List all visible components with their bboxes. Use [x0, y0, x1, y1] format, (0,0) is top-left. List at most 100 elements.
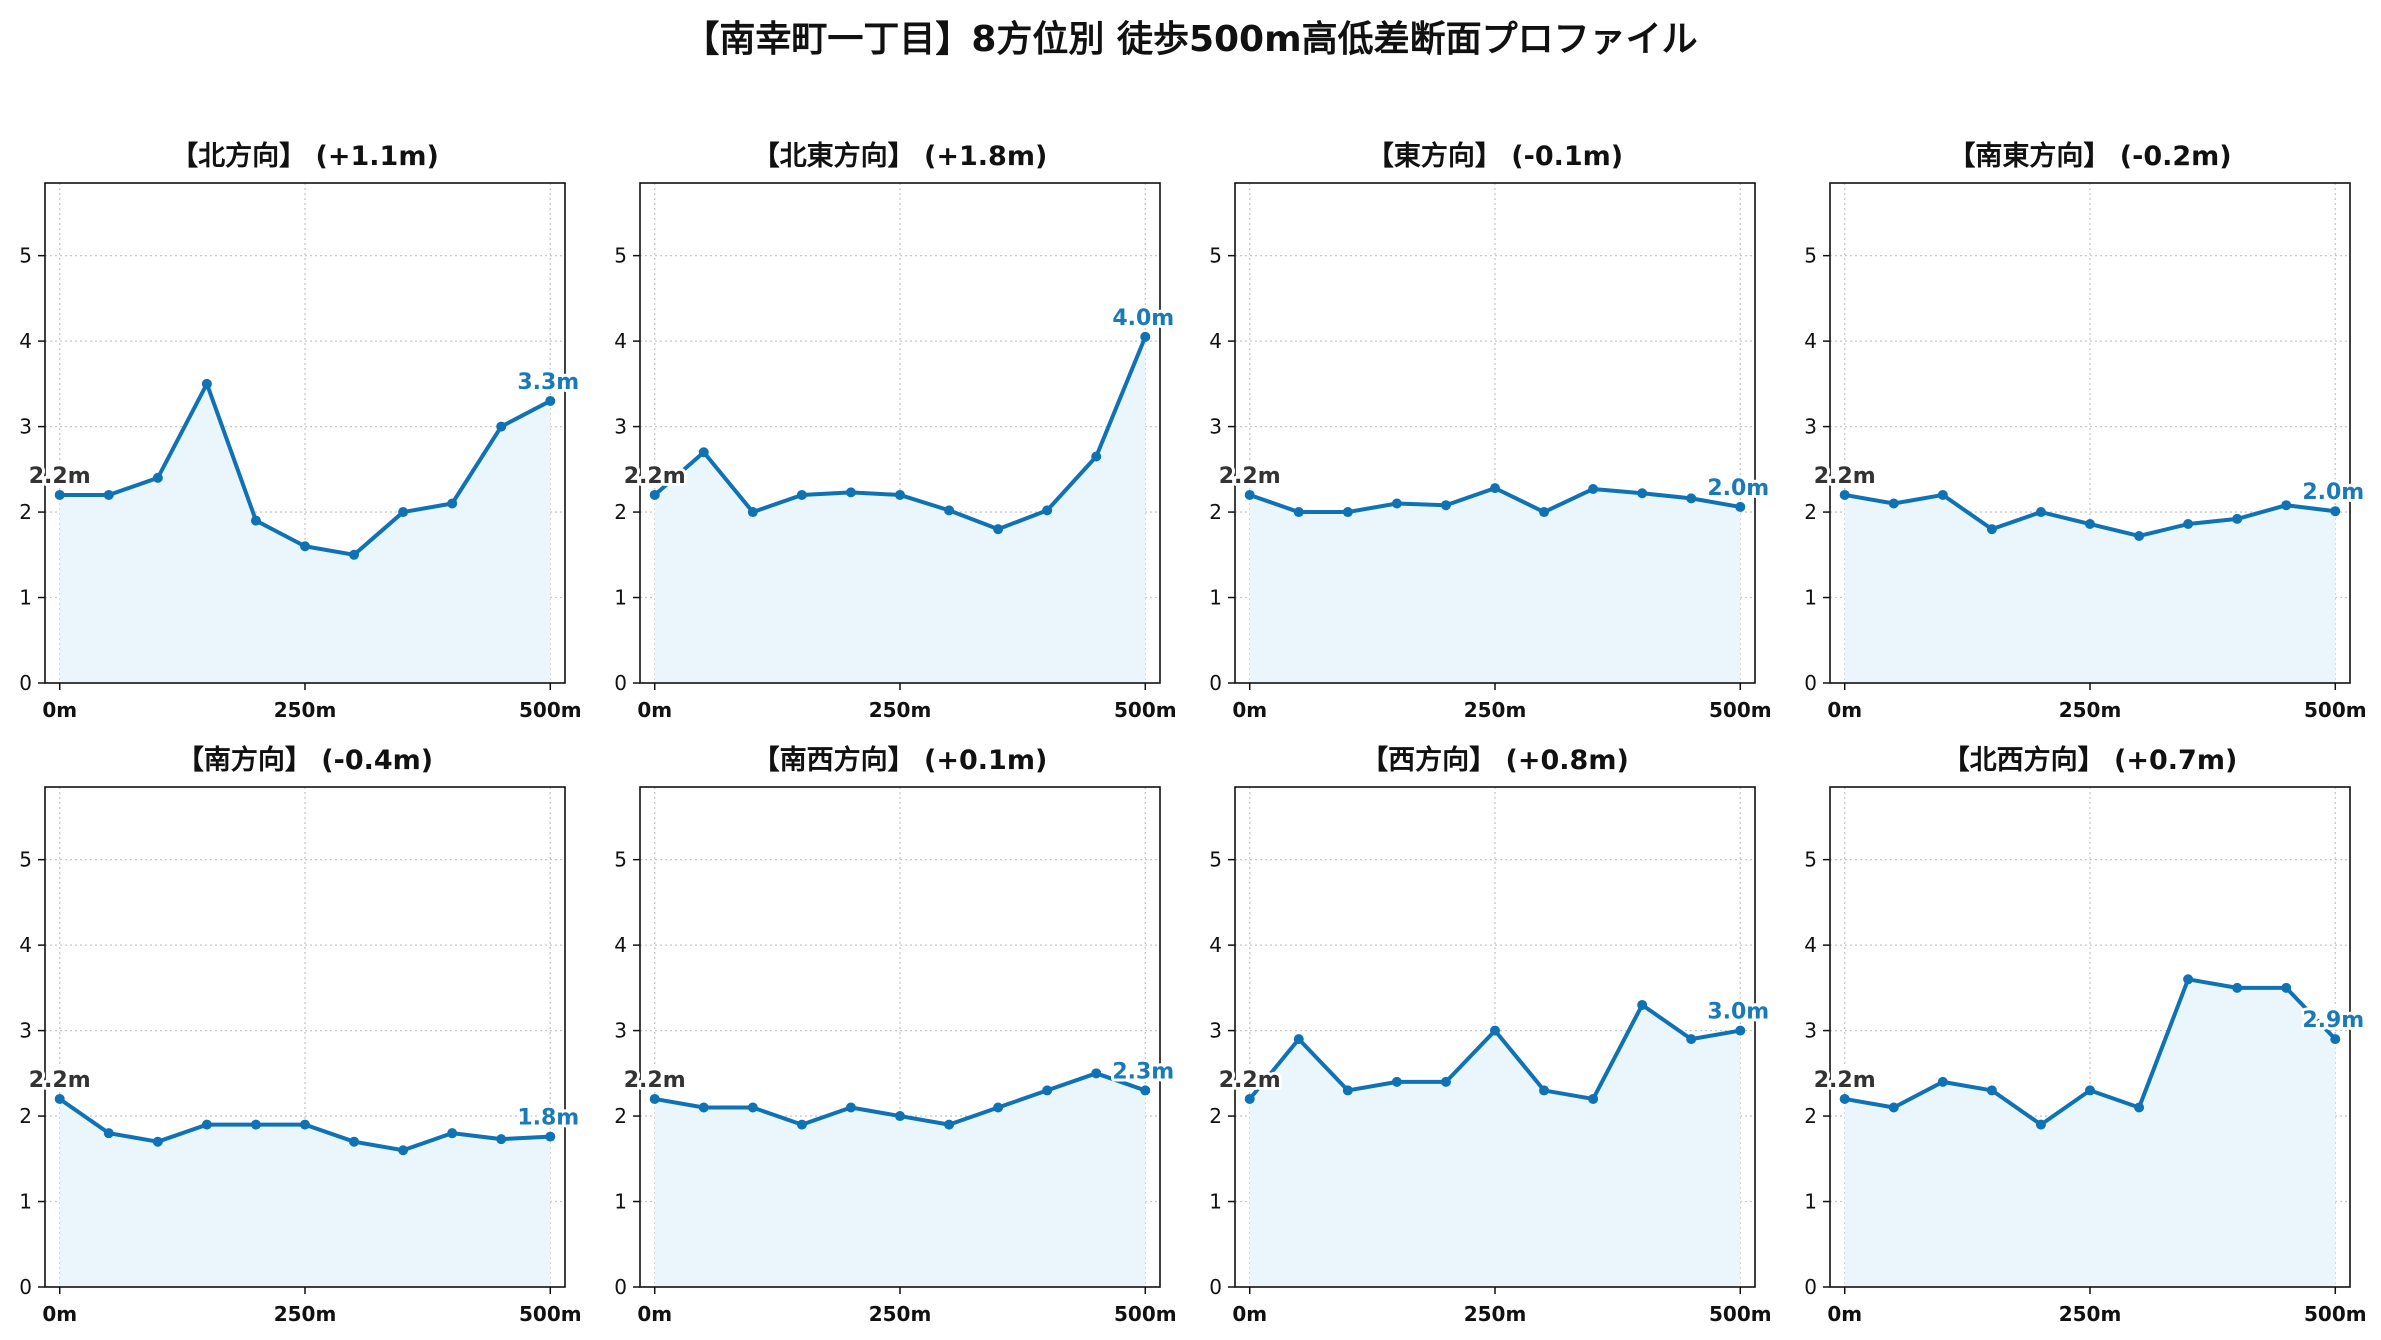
x-tick-label: 0m — [1827, 1302, 1862, 1326]
data-point — [1735, 501, 1746, 512]
data-point — [250, 1119, 261, 1130]
profile-area — [59, 1098, 551, 1287]
data-point — [398, 507, 409, 518]
data-point — [1888, 1102, 1899, 1113]
data-point — [1293, 507, 1304, 518]
start-value-label: 2.2m — [1219, 464, 1281, 489]
data-point — [2183, 519, 2194, 530]
y-tick-label: 1 — [19, 586, 32, 610]
x-tick-label: 0m — [42, 698, 77, 722]
data-point — [2085, 1085, 2095, 1096]
y-tick-label: 3 — [19, 1019, 32, 1043]
profile-area — [59, 383, 551, 683]
y-tick-label: 3 — [614, 1019, 627, 1043]
data-point — [1937, 489, 1948, 500]
data-point — [1986, 524, 1997, 535]
data-point — [201, 378, 212, 389]
panel-title: 【南方向】 (-0.4m) — [177, 744, 433, 776]
data-point — [545, 395, 556, 406]
data-point — [1735, 1025, 1746, 1036]
data-point — [1091, 451, 1102, 462]
x-tick-label: 250m — [274, 698, 337, 722]
data-point — [1042, 505, 1053, 516]
x-tick-label: 500m — [1114, 698, 1177, 722]
y-tick-label: 2 — [614, 500, 627, 524]
data-point — [993, 524, 1004, 535]
data-point — [895, 489, 905, 500]
x-tick-label: 250m — [274, 1302, 337, 1326]
data-point — [1391, 1076, 1402, 1087]
data-point — [1937, 1076, 1948, 1087]
x-tick-label: 250m — [2059, 1302, 2122, 1326]
data-point — [1986, 1085, 1997, 1096]
y-tick-label: 4 — [1209, 933, 1222, 957]
data-point — [349, 1136, 360, 1147]
y-tick-label: 4 — [19, 329, 32, 353]
y-tick-label: 5 — [614, 244, 627, 268]
data-point — [698, 1102, 709, 1113]
y-tick-label: 5 — [19, 244, 32, 268]
data-point — [496, 1134, 507, 1145]
data-point — [747, 1102, 758, 1113]
data-point — [1293, 1034, 1304, 1045]
data-point — [1839, 489, 1850, 500]
end-value-label: 2.0m — [2302, 480, 2364, 505]
y-tick-label: 2 — [1209, 500, 1222, 524]
y-tick-label: 0 — [1804, 1275, 1817, 1299]
data-point — [1686, 1034, 1697, 1045]
data-point — [250, 515, 261, 526]
data-point — [2134, 530, 2145, 541]
start-value-label: 2.2m — [1814, 1068, 1876, 1093]
y-tick-label: 5 — [1804, 244, 1817, 268]
y-tick-label: 4 — [19, 933, 32, 957]
y-tick-label: 5 — [1209, 848, 1222, 872]
data-point — [447, 1128, 458, 1139]
y-tick-label: 0 — [614, 1275, 627, 1299]
data-point — [2281, 500, 2292, 511]
y-tick-label: 0 — [19, 671, 32, 695]
y-tick-label: 2 — [19, 1104, 32, 1128]
x-tick-label: 500m — [519, 1302, 582, 1326]
data-point — [895, 1111, 905, 1122]
data-point — [2183, 974, 2194, 985]
data-point — [1637, 999, 1648, 1010]
x-tick-label: 500m — [1709, 1302, 1772, 1326]
y-tick-label: 0 — [1209, 1275, 1222, 1299]
data-point — [2330, 1034, 2341, 1045]
end-value-label: 4.0m — [1112, 306, 1174, 331]
data-point — [845, 1102, 856, 1113]
data-point — [152, 472, 163, 483]
data-point — [398, 1145, 409, 1156]
y-tick-label: 4 — [1804, 933, 1817, 957]
data-point — [152, 1136, 163, 1147]
y-tick-label: 4 — [614, 933, 627, 957]
data-point — [944, 505, 955, 516]
panel-title: 【東方向】 (-0.1m) — [1367, 140, 1623, 172]
data-point — [845, 487, 856, 498]
data-point — [1440, 1076, 1451, 1087]
y-tick-label: 1 — [1804, 1190, 1817, 1214]
y-tick-label: 3 — [1804, 1019, 1817, 1043]
start-value-label: 2.2m — [29, 1068, 91, 1093]
data-point — [2330, 506, 2341, 517]
y-tick-label: 4 — [1209, 329, 1222, 353]
y-tick-label: 1 — [19, 1190, 32, 1214]
data-point — [2134, 1102, 2145, 1113]
start-value-label: 2.2m — [624, 464, 686, 489]
data-point — [54, 1093, 65, 1104]
data-point — [747, 507, 758, 518]
x-tick-label: 0m — [637, 698, 672, 722]
y-tick-label: 2 — [19, 500, 32, 524]
panel-title: 【北西方向】 (+0.7m) — [1943, 744, 2238, 776]
y-tick-label: 2 — [1209, 1104, 1222, 1128]
end-value-label: 1.8m — [517, 1106, 579, 1131]
data-point — [796, 489, 807, 500]
data-point — [1342, 507, 1353, 518]
y-tick-label: 1 — [1209, 1190, 1222, 1214]
profile-area — [1249, 488, 1741, 683]
data-point — [54, 489, 65, 500]
end-value-label: 3.3m — [517, 370, 579, 395]
chart-panel: 0 1 2 3 4 5 0m 250m 500m 【南西方向】 (+0.1m) 2.2m 2.3m — [614, 744, 1177, 1326]
y-tick-label: 5 — [19, 848, 32, 872]
data-point — [649, 489, 660, 500]
